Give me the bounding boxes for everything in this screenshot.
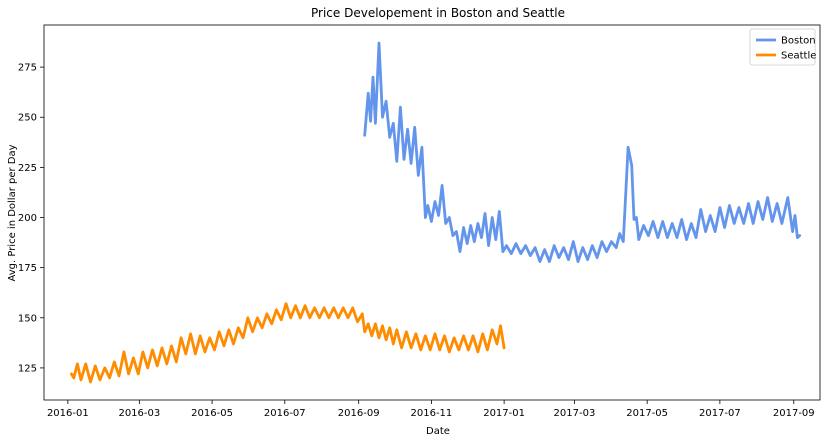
x-tick-label: 2016-03 (118, 408, 160, 419)
legend-label-boston: Boston (781, 36, 816, 47)
y-tick-label: 275 (18, 63, 37, 74)
series-line-boston (363, 41, 802, 263)
x-tick-label: 2016-05 (191, 408, 233, 419)
series-line-seattle (70, 302, 506, 384)
x-tick-label: 2017-01 (483, 408, 525, 419)
legend-label-seattle: Seattle (781, 51, 816, 62)
chart-title: Price Developement in Boston and Seattle (311, 6, 565, 20)
x-tick-label: 2016-07 (264, 408, 306, 419)
x-axis-title: Date (426, 426, 450, 437)
x-axis: 2016-01 2016-03 2016-05 2016-07 2016-09 2016-… (47, 400, 815, 419)
y-tick-label: 200 (18, 213, 37, 224)
y-axis-title: Avg. Price in Dollar per Day (7, 144, 18, 281)
series-layer (70, 41, 802, 384)
y-tick-label: 150 (18, 313, 37, 324)
y-axis: 125 150 175 200 225 250 275 (18, 63, 44, 374)
x-tick-label: 2017-05 (626, 408, 668, 419)
y-tick-label: 225 (18, 163, 37, 174)
legend: Boston Seattle (749, 28, 816, 66)
x-tick-label: 2016-01 (47, 408, 89, 419)
x-tick-label: 2016-09 (338, 408, 380, 419)
x-tick-label: 2017-07 (699, 408, 741, 419)
y-tick-label: 175 (18, 263, 37, 274)
y-tick-label: 125 (18, 363, 37, 374)
x-tick-label: 2016-11 (411, 408, 453, 419)
x-tick-label: 2017-09 (773, 408, 815, 419)
y-tick-label: 250 (18, 113, 37, 124)
x-tick-label: 2017-03 (554, 408, 596, 419)
